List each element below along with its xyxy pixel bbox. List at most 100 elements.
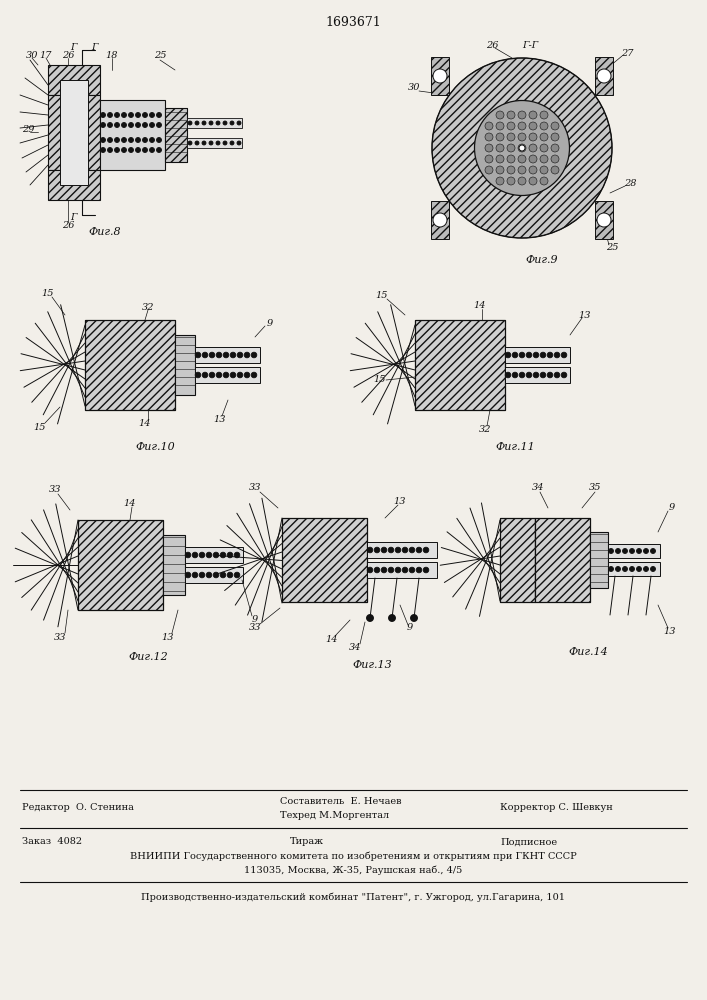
Circle shape <box>512 352 518 358</box>
Circle shape <box>597 69 611 83</box>
Circle shape <box>237 121 241 125</box>
Bar <box>165 108 187 162</box>
Bar <box>500 518 535 602</box>
Circle shape <box>547 372 553 378</box>
Text: 30: 30 <box>25 50 38 60</box>
Text: 33: 33 <box>54 633 66 642</box>
Circle shape <box>507 177 515 185</box>
Bar <box>185 547 243 563</box>
Circle shape <box>195 372 201 378</box>
Text: 34: 34 <box>532 484 544 492</box>
Circle shape <box>485 155 493 163</box>
Circle shape <box>416 547 422 553</box>
Circle shape <box>223 121 227 125</box>
Ellipse shape <box>474 101 570 196</box>
Bar <box>48 65 100 95</box>
Circle shape <box>526 352 532 358</box>
Circle shape <box>185 552 191 558</box>
Text: Техред М.Моргентал: Техред М.Моргентал <box>280 812 389 820</box>
Circle shape <box>650 566 655 572</box>
Text: 13: 13 <box>664 628 677 637</box>
Ellipse shape <box>432 58 612 238</box>
Bar <box>535 518 590 602</box>
Circle shape <box>411 614 418 621</box>
Text: 26: 26 <box>62 50 74 60</box>
Circle shape <box>402 567 408 573</box>
Circle shape <box>227 552 233 558</box>
Circle shape <box>136 122 141 127</box>
Circle shape <box>216 141 220 145</box>
Bar <box>163 535 185 595</box>
Bar <box>595 201 613 239</box>
Circle shape <box>115 122 119 127</box>
Circle shape <box>100 147 105 152</box>
Text: 13: 13 <box>394 497 407 506</box>
Circle shape <box>223 372 229 378</box>
Circle shape <box>206 572 212 578</box>
Bar <box>415 320 505 410</box>
Circle shape <box>529 111 537 119</box>
Text: ВНИИПИ Государственного комитета по изобретениям и открытиям при ГКНТ СССР: ВНИИПИ Государственного комитета по изоб… <box>129 851 576 861</box>
Text: 13: 13 <box>214 416 226 424</box>
Bar <box>415 320 505 410</box>
Text: Заказ  4082: Заказ 4082 <box>22 838 82 846</box>
Circle shape <box>554 372 560 378</box>
Circle shape <box>650 548 655 554</box>
Circle shape <box>518 155 526 163</box>
Circle shape <box>496 177 504 185</box>
Circle shape <box>526 372 532 378</box>
Text: Фиг.14: Фиг.14 <box>568 647 608 657</box>
Circle shape <box>230 141 234 145</box>
Circle shape <box>395 547 401 553</box>
Circle shape <box>129 112 134 117</box>
Text: Фиг.8: Фиг.8 <box>88 227 122 237</box>
Circle shape <box>209 141 213 145</box>
Bar <box>608 562 660 576</box>
Circle shape <box>244 352 250 358</box>
Circle shape <box>202 352 208 358</box>
Bar <box>100 100 165 170</box>
Circle shape <box>100 122 105 127</box>
Text: 14: 14 <box>474 300 486 310</box>
Text: 32: 32 <box>479 426 491 434</box>
Circle shape <box>216 372 222 378</box>
Circle shape <box>485 144 493 152</box>
Text: 13: 13 <box>579 310 591 320</box>
Circle shape <box>129 122 134 127</box>
Circle shape <box>533 372 539 378</box>
Bar <box>367 562 437 578</box>
Bar <box>187 138 242 148</box>
Circle shape <box>496 111 504 119</box>
Circle shape <box>192 572 198 578</box>
Circle shape <box>388 547 394 553</box>
Circle shape <box>533 352 539 358</box>
Circle shape <box>529 122 537 130</box>
Circle shape <box>506 352 510 358</box>
Bar <box>431 201 449 239</box>
Text: 34: 34 <box>349 644 361 652</box>
Bar <box>48 95 100 170</box>
Circle shape <box>115 137 119 142</box>
Circle shape <box>230 372 236 378</box>
Circle shape <box>156 112 161 117</box>
Circle shape <box>234 552 240 558</box>
Circle shape <box>122 147 127 152</box>
Circle shape <box>540 122 548 130</box>
Circle shape <box>496 155 504 163</box>
Bar <box>60 80 88 185</box>
Circle shape <box>540 155 548 163</box>
Text: 15: 15 <box>374 375 386 384</box>
Circle shape <box>209 372 215 378</box>
Circle shape <box>496 144 504 152</box>
Circle shape <box>100 112 105 117</box>
Circle shape <box>149 122 155 127</box>
Text: Г: Г <box>70 42 76 51</box>
Circle shape <box>547 352 553 358</box>
Circle shape <box>244 372 250 378</box>
Bar <box>175 335 195 395</box>
Text: 14: 14 <box>326 636 338 645</box>
Circle shape <box>423 567 429 573</box>
Text: Фиг.10: Фиг.10 <box>135 442 175 452</box>
Circle shape <box>507 122 515 130</box>
Text: 14: 14 <box>139 418 151 428</box>
